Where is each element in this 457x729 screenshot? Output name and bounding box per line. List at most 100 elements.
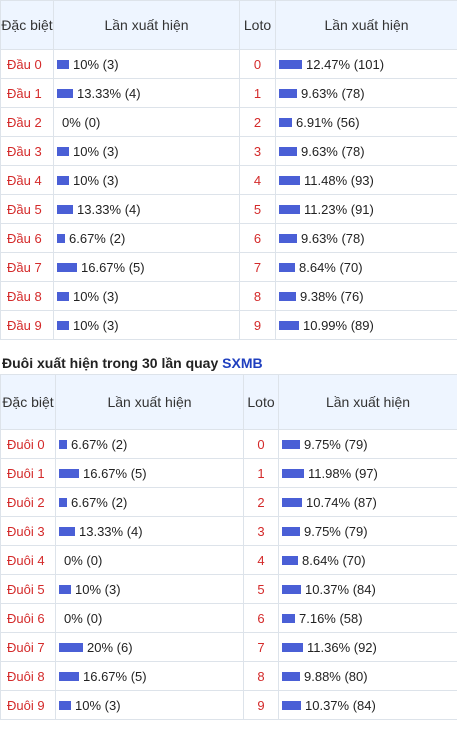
loto-freq-bar (282, 701, 301, 711)
loto-freq-cell: 8.64% (70) (278, 545, 457, 575)
loto-freq-value: 8.64% (70) (302, 553, 366, 569)
loto-number: 1 (239, 78, 276, 108)
loto-freq-cell: 9.63% (78) (275, 223, 457, 253)
dau-row: Đầu 7 16.67% (5) 7 8.64% (70) (0, 252, 457, 282)
freq-value: 13.33% (4) (77, 86, 141, 102)
loto-number: 3 (243, 516, 279, 546)
freq-bar (57, 292, 69, 302)
freq-value: 10% (3) (75, 582, 121, 598)
header-dac-biet: Đặc biệt (0, 0, 54, 50)
loto-freq-cell: 11.23% (91) (275, 194, 457, 224)
row-label: Đuôi 4 (0, 545, 56, 575)
freq-cell: 10% (3) (55, 574, 244, 604)
loto-freq-bar (279, 89, 297, 99)
freq-value: 13.33% (4) (77, 202, 141, 218)
freq-value: 10% (3) (73, 289, 119, 305)
loto-freq-bar (282, 527, 300, 537)
row-label: Đầu 7 (0, 252, 54, 282)
loto-freq-cell: 6.91% (56) (275, 107, 457, 137)
loto-number: 9 (239, 310, 276, 340)
row-label: Đầu 3 (0, 136, 54, 166)
loto-freq-value: 11.48% (93) (304, 173, 374, 189)
loto-freq-cell: 12.47% (101) (275, 49, 457, 79)
sxmb-link[interactable]: SXMB (222, 355, 263, 371)
loto-number: 4 (239, 165, 276, 195)
loto-freq-bar (279, 234, 297, 244)
freq-value: 10% (3) (73, 144, 119, 160)
table-header-row: Đặc biệt Lần xuất hiện Loto Lần xuất hiệ… (0, 374, 457, 430)
loto-number: 5 (239, 194, 276, 224)
freq-bar (59, 701, 71, 711)
loto-number: 0 (243, 429, 279, 459)
loto-number: 2 (239, 107, 276, 137)
freq-bar (59, 469, 79, 479)
freq-value: 10% (3) (73, 173, 119, 189)
duoi-row: Đuôi 3 13.33% (4) 3 9.75% (79) (0, 516, 457, 546)
loto-number: 7 (243, 632, 279, 662)
dau-row: Đầu 8 10% (3) 8 9.38% (76) (0, 281, 457, 311)
row-label: Đầu 8 (0, 281, 54, 311)
freq-cell: 6.67% (2) (53, 223, 240, 253)
loto-freq-value: 6.91% (56) (296, 115, 360, 131)
section-title-text: Đuôi xuất hiện trong 30 lần quay (2, 355, 219, 371)
header-dac-biet: Đặc biệt (0, 374, 56, 430)
freq-cell: 10% (3) (53, 49, 240, 79)
loto-number: 3 (239, 136, 276, 166)
dau-row: Đầu 3 10% (3) 3 9.63% (78) (0, 136, 457, 166)
loto-number: 6 (243, 603, 279, 633)
loto-freq-value: 10.74% (87) (306, 495, 377, 511)
loto-freq-value: 9.88% (80) (304, 669, 368, 685)
header-loto: Loto (243, 374, 279, 430)
header-loto-lan-xuat-hien: Lần xuất hiện (278, 374, 457, 430)
row-label: Đuôi 1 (0, 458, 56, 488)
freq-bar (57, 89, 73, 99)
freq-bar (57, 205, 73, 215)
dau-row: Đầu 1 13.33% (4) 1 9.63% (78) (0, 78, 457, 108)
loto-freq-value: 12.47% (101) (306, 57, 385, 73)
freq-value: 10% (3) (73, 57, 119, 73)
row-label: Đuôi 3 (0, 516, 56, 546)
loto-freq-cell: 10.99% (89) (275, 310, 457, 340)
loto-freq-cell: 9.63% (78) (275, 78, 457, 108)
duoi-row: Đuôi 9 10% (3) 9 10.37% (84) (0, 690, 457, 720)
row-label: Đầu 6 (0, 223, 54, 253)
loto-freq-bar (279, 205, 300, 215)
freq-bar (57, 176, 69, 186)
duoi-row: Đuôi 0 6.67% (2) 0 9.75% (79) (0, 429, 457, 459)
freq-bar (57, 60, 69, 70)
loto-freq-bar (279, 147, 297, 157)
loto-freq-bar (282, 643, 303, 653)
loto-number: 7 (239, 252, 276, 282)
dau-stats-table: Đặc biệt Lần xuất hiện Loto Lần xuất hiệ… (0, 0, 457, 340)
loto-freq-bar (279, 321, 299, 331)
table-header-row: Đặc biệt Lần xuất hiện Loto Lần xuất hiệ… (0, 0, 457, 50)
loto-freq-cell: 9.38% (76) (275, 281, 457, 311)
row-label: Đuôi 5 (0, 574, 56, 604)
dau-row: Đầu 4 10% (3) 4 11.48% (93) (0, 165, 457, 195)
freq-bar (59, 498, 67, 508)
loto-freq-value: 10.37% (84) (305, 698, 376, 714)
loto-freq-value: 11.36% (92) (307, 640, 377, 656)
loto-number: 8 (243, 661, 279, 691)
loto-freq-bar (282, 614, 295, 624)
loto-freq-cell: 10.37% (84) (278, 690, 457, 720)
loto-freq-bar (282, 440, 300, 450)
loto-freq-value: 10.37% (84) (305, 582, 376, 598)
row-label: Đuôi 7 (0, 632, 56, 662)
loto-freq-value: 11.23% (91) (304, 202, 374, 218)
freq-value: 10% (3) (75, 698, 121, 714)
loto-freq-value: 9.75% (79) (304, 437, 368, 453)
header-loto: Loto (239, 0, 276, 50)
freq-value: 13.33% (4) (79, 524, 143, 540)
freq-cell: 6.67% (2) (55, 429, 244, 459)
loto-freq-value: 9.38% (76) (300, 289, 364, 305)
loto-freq-value: 8.64% (70) (299, 260, 363, 276)
duoi-row: Đuôi 2 6.67% (2) 2 10.74% (87) (0, 487, 457, 517)
dau-row: Đầu 2 0% (0) 2 6.91% (56) (0, 107, 457, 137)
loto-freq-cell: 9.88% (80) (278, 661, 457, 691)
loto-number: 0 (239, 49, 276, 79)
loto-number: 9 (243, 690, 279, 720)
freq-value: 0% (0) (64, 553, 103, 569)
row-label: Đuôi 8 (0, 661, 56, 691)
freq-bar (59, 643, 83, 653)
